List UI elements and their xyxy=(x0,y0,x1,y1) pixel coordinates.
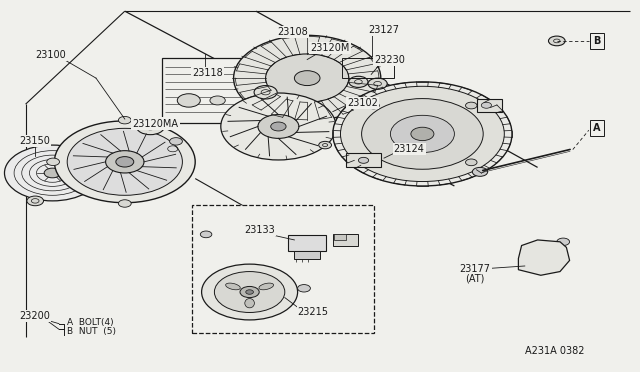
Circle shape xyxy=(368,159,380,166)
FancyBboxPatch shape xyxy=(346,153,381,167)
FancyBboxPatch shape xyxy=(333,234,358,246)
Text: 23102: 23102 xyxy=(347,99,378,108)
Circle shape xyxy=(465,159,477,166)
Circle shape xyxy=(271,122,286,131)
Circle shape xyxy=(44,168,61,178)
Ellipse shape xyxy=(244,298,255,308)
FancyBboxPatch shape xyxy=(334,234,346,240)
Circle shape xyxy=(349,76,368,87)
Text: 23118: 23118 xyxy=(192,68,223,78)
Circle shape xyxy=(4,145,100,201)
Circle shape xyxy=(210,96,225,105)
Circle shape xyxy=(340,86,504,182)
Circle shape xyxy=(368,102,380,109)
Circle shape xyxy=(266,54,349,102)
Circle shape xyxy=(246,290,253,294)
Circle shape xyxy=(526,246,562,267)
Circle shape xyxy=(411,127,434,141)
Circle shape xyxy=(472,167,488,176)
Ellipse shape xyxy=(226,283,240,290)
Circle shape xyxy=(294,71,320,86)
Circle shape xyxy=(27,196,44,206)
Circle shape xyxy=(240,286,259,298)
Text: 23124: 23124 xyxy=(394,144,424,154)
Text: A231A 0382: A231A 0382 xyxy=(525,346,584,356)
Circle shape xyxy=(298,285,310,292)
Circle shape xyxy=(136,118,164,135)
Text: 23215: 23215 xyxy=(298,307,328,317)
Text: B  NUT  (5): B NUT (5) xyxy=(67,327,116,336)
Text: 23230: 23230 xyxy=(374,55,405,64)
FancyBboxPatch shape xyxy=(477,99,502,112)
Text: 23127: 23127 xyxy=(368,25,399,35)
Circle shape xyxy=(118,200,131,207)
Text: 23120M: 23120M xyxy=(310,44,350,53)
Circle shape xyxy=(548,36,565,46)
Polygon shape xyxy=(518,240,570,275)
Circle shape xyxy=(557,238,570,246)
Text: (AT): (AT) xyxy=(465,273,484,283)
FancyBboxPatch shape xyxy=(162,58,245,123)
Circle shape xyxy=(333,82,512,186)
Circle shape xyxy=(118,116,131,124)
Text: 23133: 23133 xyxy=(244,225,275,235)
FancyBboxPatch shape xyxy=(288,235,326,251)
FancyBboxPatch shape xyxy=(192,205,374,333)
Text: A: A xyxy=(593,124,601,133)
Circle shape xyxy=(116,157,134,167)
Circle shape xyxy=(214,272,285,312)
Text: 23120MA: 23120MA xyxy=(132,119,179,128)
Circle shape xyxy=(358,157,369,163)
Circle shape xyxy=(234,35,381,121)
Circle shape xyxy=(200,231,212,238)
Circle shape xyxy=(368,78,387,89)
Circle shape xyxy=(221,93,336,160)
Circle shape xyxy=(465,102,477,109)
Circle shape xyxy=(67,128,182,195)
Circle shape xyxy=(481,102,492,108)
Circle shape xyxy=(390,115,454,153)
Text: 23200: 23200 xyxy=(19,311,50,321)
Text: 23177: 23177 xyxy=(460,264,490,273)
Text: B: B xyxy=(593,36,601,46)
Circle shape xyxy=(258,115,299,138)
Circle shape xyxy=(54,121,195,203)
Text: 23108: 23108 xyxy=(277,27,308,36)
Text: 23100: 23100 xyxy=(35,50,66,60)
Circle shape xyxy=(254,86,277,99)
Circle shape xyxy=(106,151,144,173)
FancyBboxPatch shape xyxy=(294,251,320,259)
Circle shape xyxy=(362,99,483,169)
Circle shape xyxy=(47,158,60,166)
Ellipse shape xyxy=(259,283,273,290)
Text: A  BOLT(4): A BOLT(4) xyxy=(67,318,114,327)
Circle shape xyxy=(319,141,332,149)
Circle shape xyxy=(170,138,182,145)
Circle shape xyxy=(177,94,200,107)
Text: 23150: 23150 xyxy=(19,136,50,145)
Circle shape xyxy=(202,264,298,320)
Circle shape xyxy=(536,252,552,261)
